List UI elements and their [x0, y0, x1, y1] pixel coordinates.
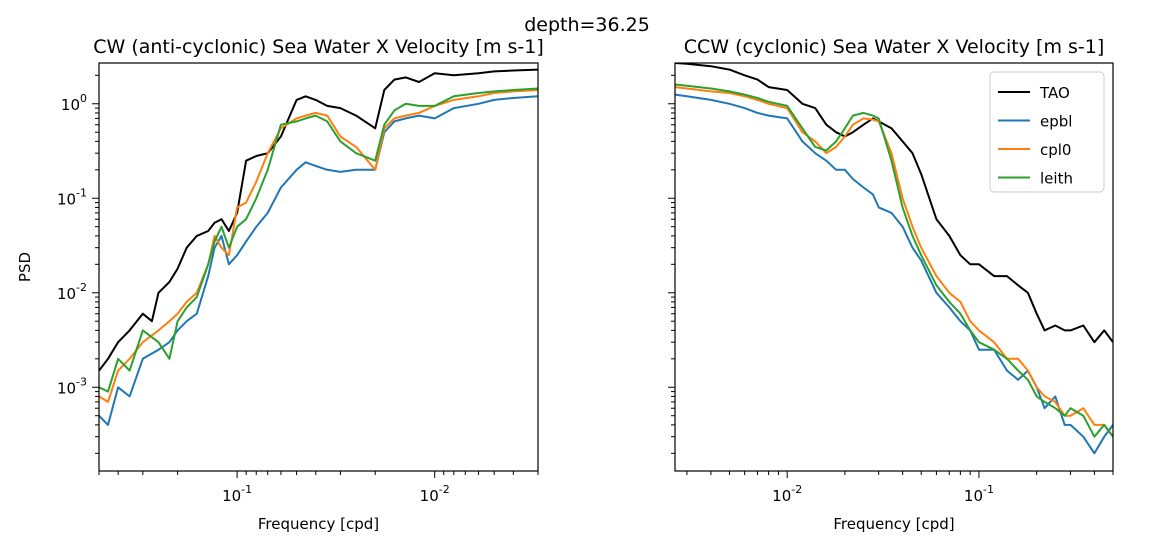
y-tick-label: 100	[61, 92, 87, 114]
plot-area	[675, 63, 1113, 455]
y-axis-label: PSD	[16, 252, 34, 282]
panel-title: CW (anti-cyclonic) Sea Water X Velocity …	[93, 36, 544, 58]
series-line-epbl	[99, 95, 538, 426]
series-line-cpl0	[675, 86, 1113, 438]
x-tick-label: 10-1	[964, 483, 994, 505]
x-tick-label: 10-2	[772, 483, 802, 505]
legend-label: epbl	[1040, 113, 1072, 131]
legend-label: TAO	[1039, 84, 1070, 102]
series-line-cpl0	[99, 89, 538, 403]
y-tick-label: 10-2	[57, 281, 87, 303]
panel-title: CCW (cyclonic) Sea Water X Velocity [m s…	[684, 36, 1105, 58]
x-tick-label: 10-2	[420, 483, 450, 505]
axes-frame	[98, 62, 539, 472]
figure-suptitle: depth=36.25	[524, 14, 650, 36]
legend-label: cpl0	[1040, 141, 1071, 159]
legend-box	[989, 71, 1105, 193]
legend-label: leith	[1040, 170, 1073, 188]
series-line-leith	[675, 83, 1113, 438]
x-tick-label: 10-1	[222, 483, 252, 505]
y-tick-label: 10-3	[57, 375, 87, 397]
series-line-tao	[675, 63, 1113, 344]
cw-panel: CW (anti-cyclonic) Sea Water X Velocity …	[16, 36, 544, 533]
x-axis-label: Frequency [cpd]	[258, 515, 379, 533]
legend: TAO epbl cpl0 leith	[989, 71, 1105, 193]
x-axis-label: Frequency [cpd]	[833, 515, 954, 533]
ccw-panel: CCW (cyclonic) Sea Water X Velocity [m s…	[668, 36, 1114, 533]
axes-frame	[674, 62, 1114, 472]
y-tick-label: 10-1	[57, 186, 87, 208]
plot-area	[99, 68, 538, 426]
series-line-leith	[99, 87, 538, 393]
